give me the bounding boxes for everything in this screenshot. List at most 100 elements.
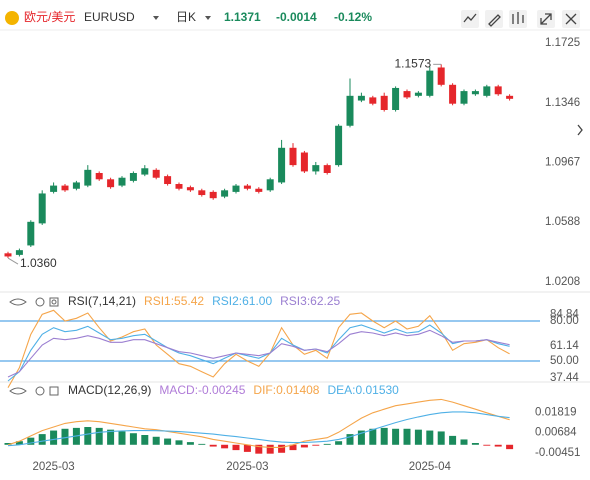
histogram-bar	[129, 433, 137, 445]
candle-body	[483, 86, 491, 96]
candle-body	[278, 147, 286, 183]
histogram-bar	[27, 437, 35, 445]
histogram-bar	[437, 431, 445, 445]
change: -0.0014	[276, 10, 317, 24]
symbol: EURUSD	[84, 10, 135, 24]
candle-body	[414, 92, 422, 96]
histogram-bar	[414, 429, 422, 445]
candle-body	[403, 91, 411, 98]
y-tick-label: -0.00451	[535, 447, 580, 459]
histogram-bar	[483, 444, 491, 446]
candle-body	[221, 190, 229, 197]
histogram-bar	[84, 427, 92, 445]
y-tick-label: 1.1725	[545, 37, 580, 49]
candle-body	[312, 165, 320, 172]
candle-body	[369, 97, 377, 104]
dropdown[interactable]	[205, 16, 211, 20]
series-line	[7, 398, 510, 448]
y-tick-label: 1.1346	[545, 97, 580, 109]
histogram-bar	[38, 434, 46, 445]
candle-body	[141, 168, 149, 175]
series-line	[7, 411, 510, 447]
y-tick-label: 1.0588	[545, 216, 580, 228]
candle-body	[95, 172, 103, 180]
candle-body	[392, 87, 400, 110]
y-tick-label: 84.84	[550, 309, 579, 321]
candle-body	[186, 187, 194, 191]
candle-body	[164, 176, 172, 185]
histogram-bar	[392, 428, 400, 445]
candle-body	[198, 190, 206, 196]
candle-body	[346, 95, 354, 126]
histogram-bar	[232, 444, 240, 451]
histogram-bar	[312, 444, 320, 446]
legend-item: DEA:0.01530	[327, 383, 399, 397]
price: 1.1371	[224, 10, 261, 24]
candle-body	[72, 182, 80, 189]
histogram-bar	[335, 441, 343, 445]
histogram-bar	[15, 441, 23, 445]
candle-body	[335, 125, 343, 166]
histogram-bar	[141, 435, 149, 445]
panel-title: RSI(7,14,21)	[68, 294, 136, 308]
histogram-bar	[107, 429, 115, 445]
legend-item: RSI2:61.00	[212, 294, 272, 308]
candle-body	[437, 67, 445, 85]
histogram-bar	[380, 427, 388, 445]
panel-icons[interactable]	[9, 297, 59, 396]
candle-body	[27, 221, 35, 246]
candle-body	[152, 169, 160, 178]
candle-body	[266, 179, 274, 191]
y-tick-label: 0.00684	[535, 427, 577, 439]
series-line	[7, 324, 510, 382]
candle-body	[38, 193, 46, 224]
panel-title: MACD(12,26,9)	[68, 383, 151, 397]
candle-body	[175, 184, 183, 189]
toolbar-icons[interactable]	[461, 10, 583, 136]
candle-body	[61, 185, 69, 191]
histogram-bar	[300, 444, 308, 448]
candle-body	[232, 185, 240, 192]
series-line	[7, 309, 510, 388]
x-tick-label: 2025-03	[32, 461, 74, 473]
histogram-bar	[61, 428, 69, 445]
candle-body	[15, 250, 23, 255]
high-label: 1.1573	[394, 57, 431, 71]
candle-body	[84, 169, 92, 186]
candle-body	[357, 95, 365, 101]
candle-body	[506, 95, 514, 99]
candle-body	[129, 172, 137, 181]
legend-item: RSI3:62.25	[280, 294, 340, 308]
candle-body	[243, 185, 251, 189]
candle-body	[471, 91, 479, 95]
histogram-bar	[323, 443, 331, 445]
histogram-bar	[357, 430, 365, 445]
candle-body	[50, 185, 58, 192]
histogram-bar	[95, 427, 103, 445]
histogram-bar	[460, 439, 468, 445]
histogram-bar	[164, 438, 172, 445]
histogram-bar	[369, 428, 377, 445]
histogram-bar	[50, 430, 58, 445]
histogram-bar	[243, 444, 251, 452]
candle-body	[255, 188, 263, 192]
histogram-bar	[403, 428, 411, 445]
period[interactable]: 日K	[176, 10, 196, 24]
candle-body	[289, 147, 297, 166]
low-label: 1.0360	[20, 256, 57, 270]
histogram-bar	[346, 434, 354, 445]
histogram-bar	[255, 444, 263, 454]
percent: -0.12%	[334, 10, 372, 24]
histogram-bar	[198, 443, 206, 445]
histogram-bar	[266, 444, 274, 454]
candle-body	[449, 84, 457, 104]
histogram-bar	[471, 443, 479, 445]
candle-body	[118, 177, 126, 186]
histogram-bar	[221, 444, 229, 449]
dropdown[interactable]	[153, 16, 159, 20]
histogram-bar	[186, 442, 194, 445]
level-label: 80.00	[550, 315, 579, 327]
candle-body	[209, 191, 217, 199]
